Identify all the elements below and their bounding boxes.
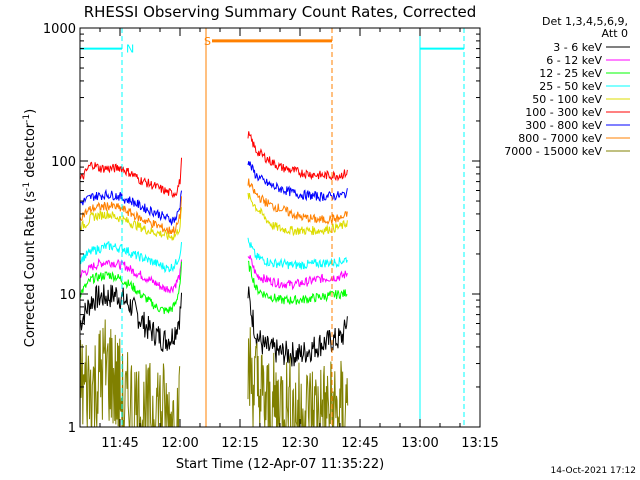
series-3 [79, 260, 348, 315]
legend-label-2: 6 - 12 keV [546, 54, 602, 67]
series-line-2-after [247, 255, 348, 291]
series-line-7-after [247, 161, 348, 203]
series-7 [79, 161, 348, 227]
x-tick-label-2: 12:00 [161, 436, 198, 451]
legend-label-4: 25 - 50 keV [539, 80, 602, 93]
y-axis-label: Corrected Count Rate (s-1 detector-1) [22, 109, 38, 347]
series-line-1-before [79, 284, 183, 352]
legend-item-2: 6 - 12 keV [546, 54, 630, 67]
y-tick-label-2: 10 [59, 288, 76, 303]
y-tick-label-4: 1000 [43, 22, 76, 37]
interval-label-3: S [204, 35, 211, 48]
x-tick-label-1: 11:45 [101, 436, 138, 451]
y-axis-label-sup1: -1 [22, 182, 32, 191]
series-line-4-before [79, 241, 183, 274]
series-6 [79, 131, 348, 199]
series-9 [79, 319, 349, 428]
series-line-8-before [79, 196, 183, 235]
x-axis-label: Start Time (12-Apr-07 11:35:22) [176, 457, 384, 472]
y-tick-label-1: 1 [68, 421, 76, 436]
legend-item-5: 50 - 100 keV [532, 93, 630, 106]
x-tick-label-5: 12:45 [341, 436, 378, 451]
series-line-3-before [79, 261, 183, 315]
legend-label-3: 12 - 25 keV [539, 67, 602, 80]
chart-title: RHESSI Observing Summary Count Rates, Co… [84, 3, 477, 21]
x-tick-label-3: 12:15 [221, 436, 258, 451]
legend-item-1: 3 - 6 keV [553, 41, 630, 54]
legend-item-8: 800 - 7000 keV [518, 132, 630, 145]
series-line-6-before [79, 157, 183, 199]
y-axis-label-part1: Corrected Count Rate (s [23, 191, 38, 348]
series-8 [79, 178, 348, 235]
series-line-3-after [247, 260, 348, 306]
legend-item-3: 12 - 25 keV [539, 67, 630, 80]
series-4 [79, 237, 348, 274]
series-line-8-after [247, 178, 348, 226]
series-line-5-after [247, 192, 348, 237]
series-line-2-before [79, 257, 183, 294]
legend-label-9: 7000 - 15000 keV [504, 145, 602, 158]
x-tick-label-4: 12:30 [281, 436, 318, 451]
series-line-4-after [247, 237, 348, 270]
legend-item-7: 300 - 800 keV [525, 119, 630, 132]
legend-label-7: 300 - 800 keV [525, 119, 602, 132]
interval-label-1: N [126, 43, 134, 56]
series-5 [79, 192, 348, 241]
series-line-1-after [247, 286, 348, 367]
legend-label-6: 100 - 300 keV [525, 106, 602, 119]
x-tick-label-6: 13:00 [401, 436, 438, 451]
date-stamp: 14-Oct-2021 17:12 [551, 466, 636, 476]
y-axis-label-part2: detector [23, 122, 38, 182]
legend-item-9: 7000 - 15000 keV [504, 145, 630, 158]
legend-label-8: 800 - 7000 keV [518, 132, 602, 145]
series-layer [79, 131, 349, 428]
x-tick-label-7: 13:15 [461, 436, 498, 451]
series-line-5-before [79, 207, 183, 241]
y-axis-label-sup2: -1 [22, 114, 32, 123]
legend-label-1: 3 - 6 keV [553, 41, 602, 54]
tick-layer: 11:45 12:00 12:15 12:30 12:45 13:00 13:15 1 10 10… [43, 22, 499, 451]
series-line-7-before [79, 188, 183, 227]
legend-item-4: 25 - 50 keV [539, 80, 630, 93]
series-1 [79, 284, 348, 367]
legend-header-1: Det 1,3,4,5,6,9, [542, 15, 628, 28]
series-2 [79, 255, 348, 294]
series-line-6-after [247, 131, 348, 182]
legend-item-6: 100 - 300 keV [525, 106, 630, 119]
legend-header-2: Att 0 [602, 27, 628, 40]
y-tick-label-3: 100 [51, 155, 76, 170]
y-axis-label-part3: ) [23, 109, 38, 114]
legend-label-5: 50 - 100 keV [532, 93, 602, 106]
series-line-9-after [247, 327, 349, 428]
